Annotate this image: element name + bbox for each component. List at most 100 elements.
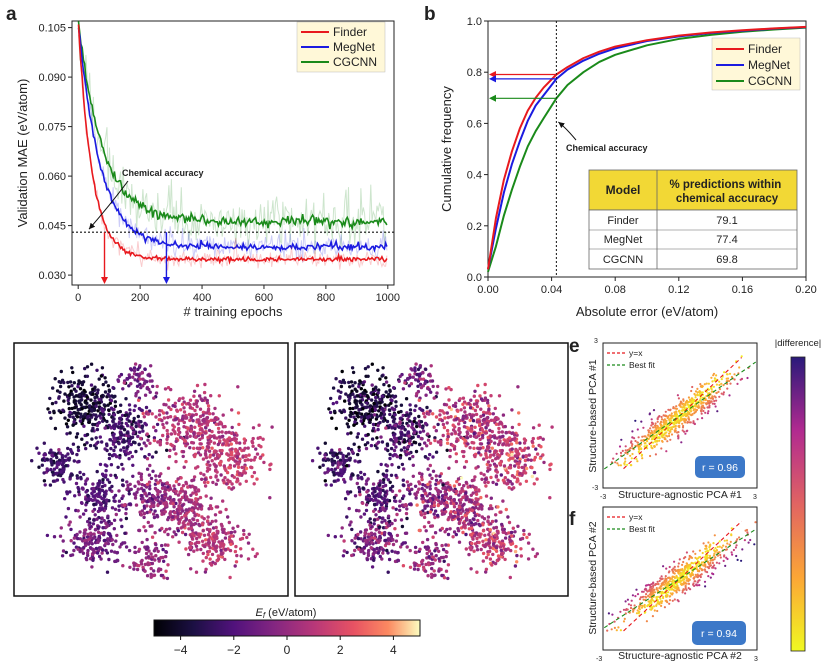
tsne-c-point: [199, 442, 203, 446]
tsne-d-point: [541, 437, 545, 441]
tsne-c-point: [182, 410, 187, 414]
tsne-c-point: [215, 505, 220, 509]
tsne-d-point: [375, 404, 379, 408]
tsne-d-point: [331, 386, 336, 390]
tsne-d-point: [350, 366, 355, 370]
tsne-d-point: [399, 545, 403, 549]
tsne-c-point: [206, 404, 211, 408]
tsne-c-point: [250, 474, 254, 479]
tsne-d-point: [422, 411, 426, 416]
tsne-c-point: [132, 492, 137, 496]
tsne-c-point: [132, 567, 136, 571]
tsne-c-point: [126, 451, 131, 456]
tsne-c-point: [174, 459, 178, 464]
tsne-c-point: [70, 392, 74, 396]
tsne-c-point: [176, 428, 181, 432]
tsne-d-point: [364, 412, 368, 417]
scatter-e-point: [701, 385, 704, 388]
scatter-e-point: [692, 421, 695, 425]
tsne-d-point: [475, 404, 480, 409]
tsne-c-point: [127, 441, 131, 445]
tsne-c-point: [109, 426, 113, 430]
tsne-d-point: [361, 407, 365, 411]
tsne-c-point: [162, 501, 166, 506]
tsne-c-point: [126, 424, 130, 428]
tsne-d-point: [334, 426, 338, 431]
tsne-d-point: [429, 552, 434, 556]
tsne-c-point: [144, 529, 148, 533]
scatter-e-point: [642, 426, 645, 429]
tsne-c-point: [67, 523, 71, 527]
scatter-e-point: [663, 436, 666, 439]
tsne-d-point: [336, 389, 341, 393]
tsne-c-point: [202, 480, 207, 485]
tsne-d-point: [316, 446, 320, 450]
tsne-d-point: [426, 482, 430, 487]
tsne-d-point: [487, 404, 491, 408]
tsne-c-point: [89, 362, 94, 366]
tsne-d-point: [483, 544, 487, 548]
tsne-c-point: [163, 387, 168, 391]
tsne-d-point: [445, 411, 449, 415]
scatter-e-point: [708, 392, 711, 395]
tsne-d-point: [486, 519, 490, 523]
tsne-c-point: [223, 547, 228, 552]
scatter-e-point: [660, 428, 663, 431]
tsne-c-point: [172, 497, 176, 502]
tsne-c-point: [58, 461, 62, 465]
tsne-d-point: [507, 531, 511, 535]
tsne-c-point: [221, 413, 225, 417]
tsne-c-point: [132, 431, 136, 435]
tsne-c-point: [165, 441, 169, 445]
tsne-c-point: [194, 531, 198, 535]
tsne-c-point: [147, 480, 152, 484]
tsne-c-point: [172, 447, 176, 451]
tsne-d-point: [356, 536, 361, 541]
scatter-e-point: [684, 413, 687, 417]
tsne-d-point: [526, 541, 531, 545]
tsne-c-point: [89, 540, 93, 544]
tsne-c-point: [192, 475, 197, 479]
tsne-c-point: [166, 415, 170, 420]
tsne-d-point: [522, 441, 527, 445]
tsne-c-point: [236, 385, 240, 389]
tsne-d-point: [357, 509, 361, 513]
tsne-c-point: [238, 441, 242, 445]
scatter-e-point: [666, 427, 670, 430]
tsne-d-point: [449, 387, 453, 392]
tsne-c-point: [197, 419, 201, 424]
tsne-d-point: [520, 536, 525, 541]
scatter-e-point: [703, 383, 706, 386]
scatter-e-point: [652, 426, 655, 429]
tsne-c-point: [105, 442, 109, 446]
tsne-d-point: [497, 426, 501, 431]
tsne-c-point: [244, 454, 248, 459]
scatter-e-point: [713, 399, 716, 403]
tsne-c-point: [238, 482, 242, 486]
scatter-e-point: [655, 434, 658, 437]
tsne-c-point: [84, 490, 88, 494]
tsne-d-point: [338, 448, 342, 452]
tsne-d-point: [388, 480, 392, 484]
tsne-c-point: [148, 463, 152, 468]
tsne-c-point: [195, 383, 200, 388]
tsne-c-point: [253, 554, 258, 559]
tsne-d-point: [450, 432, 454, 436]
tsne-c-point: [97, 492, 101, 496]
tsne-c-point: [224, 431, 228, 435]
tsne-d-point: [421, 540, 425, 545]
tsne-d-point: [483, 382, 487, 387]
tsne-d-point: [483, 480, 487, 485]
tsne-d-point: [382, 478, 386, 482]
tsne-plot-c: [13, 342, 289, 597]
tsne-d-point: [452, 447, 457, 451]
tsne-c-point: [223, 476, 227, 480]
tsne-c-point: [141, 429, 145, 433]
tsne-c-point: [208, 504, 213, 508]
tsne-d-point: [515, 441, 519, 445]
tsne-d-point: [502, 464, 507, 468]
tsne-d-point: [473, 501, 477, 505]
tsne-d-point: [357, 490, 362, 494]
tsne-d-point: [398, 504, 402, 508]
tsne-d-point: [347, 401, 352, 406]
